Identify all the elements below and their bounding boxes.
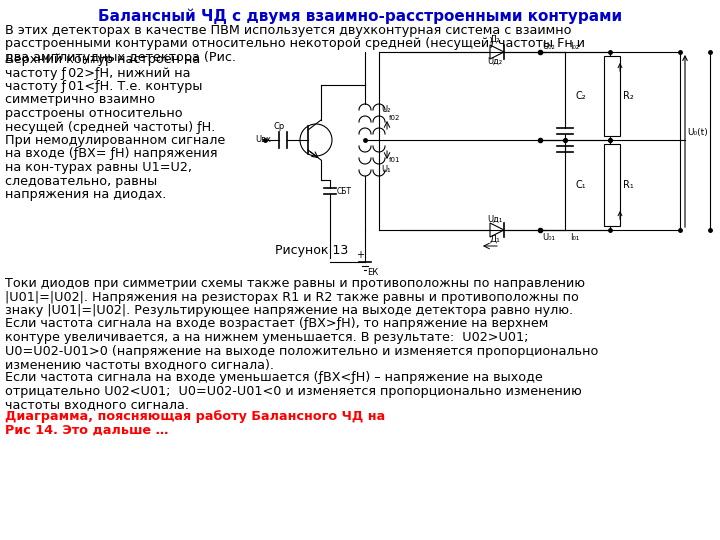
Bar xyxy=(604,144,620,226)
Text: Верхний контур настроен на: Верхний контур настроен на xyxy=(5,53,200,66)
Text: изменению частоты входного сигнала).: изменению частоты входного сигнала). xyxy=(5,358,274,371)
Text: отрицательно U02<U01;  U0=U02-U01<0 и изменяется пропорционально изменению: отрицательно U02<U01; U0=U02-U01<0 и изм… xyxy=(5,385,582,398)
Text: знаку |U01|=|U02|. Результирующее напряжение на выходе детектора равно нулю.: знаку |U01|=|U02|. Результирующее напряж… xyxy=(5,304,573,317)
Text: частоту ƒ 02>ƒ‌Н, нижний на: частоту ƒ 02>ƒ‌Н, нижний на xyxy=(5,66,191,79)
Text: Д₁: Д₁ xyxy=(490,235,500,244)
Text: Если частота сигнала на входе уменьшается (ƒВХ<ƒН) – напряжение на выходе: Если частота сигнала на входе уменьшаетс… xyxy=(5,372,543,384)
Text: Ср: Ср xyxy=(274,122,284,131)
Text: Рис 14. Это дальше …: Рис 14. Это дальше … xyxy=(5,423,168,436)
Text: U0=U02-U01>0 (напряжение на выходе положительно и изменяется пропорционально: U0=U02-U01>0 (напряжение на выходе полож… xyxy=(5,345,598,357)
Text: +: + xyxy=(356,250,364,260)
Text: R₂: R₂ xyxy=(623,91,634,101)
Text: расстроенными контурами относительно некоторой средней (несущей) частоты Fн и: расстроенными контурами относительно нек… xyxy=(5,37,585,51)
Text: два амплитудных детектора (Рис.: два амплитудных детектора (Рис. xyxy=(5,51,236,64)
Text: Балансный ЧД с двумя взаимно-расстроенными контурами: Балансный ЧД с двумя взаимно-расстроенны… xyxy=(98,9,622,24)
Text: следовательно, равны: следовательно, равны xyxy=(5,174,157,187)
Bar xyxy=(604,56,620,136)
Text: Uд₁: Uд₁ xyxy=(487,215,503,224)
Text: частоту ƒ 01<ƒ‌Н. Т.е. контуры: частоту ƒ 01<ƒ‌Н. Т.е. контуры xyxy=(5,80,202,93)
Text: U₀₂: U₀₂ xyxy=(542,42,554,51)
Text: EК: EК xyxy=(367,268,378,277)
Text: U₀(t): U₀(t) xyxy=(687,128,708,137)
Text: Токи диодов при симметрии схемы также равны и противоположны по направлению: Токи диодов при симметрии схемы также ра… xyxy=(5,277,585,290)
Text: Uвх: Uвх xyxy=(255,136,271,145)
Text: расстроены относительно: расстроены относительно xyxy=(5,107,183,120)
Text: Если частота сигнала на входе возрастает (ƒВХ>ƒН), то напряжение на верхнем: Если частота сигнала на входе возрастает… xyxy=(5,318,549,330)
Text: f02: f02 xyxy=(389,115,400,121)
Text: Диаграмма, поясняющая работу Балансного ЧД на: Диаграмма, поясняющая работу Балансного … xyxy=(5,410,385,423)
Text: U₂: U₂ xyxy=(381,105,390,114)
Text: контуре увеличивается, а на нижнем уменьшается. В результате:  U02>U01;: контуре увеличивается, а на нижнем умень… xyxy=(5,331,528,344)
Text: несущей (средней частоты) ƒН.: несущей (средней частоты) ƒН. xyxy=(5,120,215,133)
Text: симметрично взаимно: симметрично взаимно xyxy=(5,93,155,106)
Text: f01: f01 xyxy=(389,157,400,163)
Text: R₁: R₁ xyxy=(623,180,634,190)
Text: Uд₂: Uд₂ xyxy=(487,57,503,66)
Text: частоты входного сигнала.: частоты входного сигнала. xyxy=(5,399,205,411)
Text: на кон-турах равны U1=U2,: на кон-турах равны U1=U2, xyxy=(5,161,192,174)
Text: Рисунок 13: Рисунок 13 xyxy=(275,244,348,257)
Text: на входе (ƒВХ= ƒН) напряжения: на входе (ƒВХ= ƒН) напряжения xyxy=(5,147,217,160)
Text: U₀₁: U₀₁ xyxy=(542,233,555,242)
Text: |U01|=|U02|. Напряжения на резисторах R1 и R2 также равны и противоположны по: |U01|=|U02|. Напряжения на резисторах R1… xyxy=(5,291,579,303)
Text: I₀₁: I₀₁ xyxy=(570,233,580,242)
Text: C₂: C₂ xyxy=(575,91,585,101)
Text: Д₂: Д₂ xyxy=(490,35,500,44)
Text: напряжения на диодах.: напряжения на диодах. xyxy=(5,188,166,201)
Text: При немодулированном сигнале: При немодулированном сигнале xyxy=(5,134,225,147)
Text: C₁: C₁ xyxy=(575,180,585,190)
Text: СБТ: СБТ xyxy=(337,186,352,195)
Text: U₁: U₁ xyxy=(381,165,390,174)
Text: I₀₂: I₀₂ xyxy=(570,42,579,51)
Text: В этих детекторах в качестве ПВМ используется двухконтурная система с взаимно: В этих детекторах в качестве ПВМ использ… xyxy=(5,24,572,37)
